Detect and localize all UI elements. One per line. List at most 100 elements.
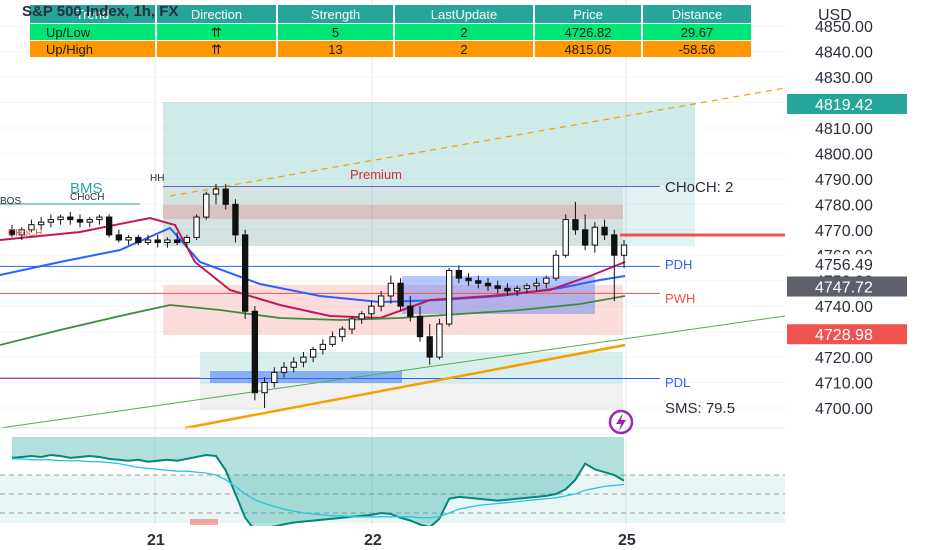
price-tag[interactable]: 4819.42 (787, 93, 907, 114)
candle (280, 362, 288, 378)
candle-body (47, 219, 55, 223)
candle-body (193, 216, 200, 238)
price-tag[interactable]: 4756.49 (787, 254, 907, 275)
premium-zone-lower (163, 186, 695, 246)
equilibrium-box (163, 186, 623, 246)
table-cell-last_update: 2 (460, 25, 467, 40)
choch-red-label: CHoCH (8, 228, 42, 239)
candle-body (173, 239, 181, 244)
table-header-cell (395, 5, 533, 23)
candle (271, 367, 278, 388)
candle-body (591, 226, 599, 246)
table-cell-strength: 13 (328, 42, 342, 57)
candle (377, 290, 385, 312)
table-cell-trend: Up/Low (46, 25, 91, 40)
price-tag-bg (787, 254, 907, 275)
orange-trendline (184, 343, 626, 430)
candle-body (241, 234, 249, 312)
green-ema (0, 295, 626, 346)
price-tag-label: 4728.98 (815, 327, 873, 344)
table-header-cell (535, 5, 641, 23)
candle-body (125, 236, 132, 241)
candle (290, 357, 297, 373)
candle (37, 217, 45, 230)
candle (28, 219, 35, 233)
candle-body (329, 336, 336, 345)
pwh-label: PWH (665, 291, 695, 306)
candle (300, 351, 307, 368)
price-tag[interactable]: 4728.98 (787, 324, 907, 345)
candle (581, 214, 589, 251)
osc-fill (12, 437, 624, 531)
candle-body (436, 323, 443, 358)
candle (475, 275, 482, 289)
candle-body (105, 216, 113, 236)
candle (426, 323, 433, 365)
table-header-cell (278, 5, 393, 23)
table-cell (30, 41, 155, 57)
candle (436, 318, 443, 360)
table-header-cell (157, 5, 276, 23)
candle-body (416, 315, 424, 338)
bos-label: BOS (0, 196, 21, 207)
candle (465, 273, 472, 286)
candle (105, 214, 113, 238)
currency-label[interactable]: USD (818, 7, 852, 24)
candle-body (552, 254, 560, 279)
lightning-icon[interactable] (608, 409, 634, 435)
table-header-trend: Trend (76, 7, 109, 22)
candle (183, 234, 191, 248)
candle (484, 278, 492, 291)
time-tick-label: 22 (364, 532, 382, 549)
candle-body (484, 282, 492, 287)
price-tick-label: 4770.00 (815, 223, 873, 240)
candle-body (309, 348, 317, 358)
table-cell (395, 24, 533, 40)
candle-body (18, 229, 25, 236)
table-header-cell (643, 5, 751, 23)
candle (251, 306, 259, 401)
candle (86, 217, 93, 228)
table-cell-price: 4815.05 (565, 42, 612, 57)
candle-body (581, 229, 589, 246)
candle (261, 377, 268, 408)
candle-body (611, 234, 618, 256)
candle-body (222, 188, 229, 205)
candle-body (494, 285, 501, 289)
candle (620, 239, 628, 268)
candle (115, 229, 123, 243)
candle-body (271, 371, 278, 384)
blue-ema (0, 226, 626, 304)
table-cell (157, 41, 276, 57)
candle (193, 214, 200, 240)
candle (494, 280, 501, 294)
candle (348, 316, 356, 335)
candle-body (135, 236, 142, 244)
table-cell (643, 41, 751, 57)
candle-body (144, 239, 152, 244)
table-cell-direction: ⇈ (211, 42, 222, 57)
time-axis[interactable]: 21 22 25 (0, 526, 932, 550)
candle (96, 214, 103, 225)
candle-body (76, 219, 84, 223)
candle (76, 214, 84, 228)
price-axis[interactable]: 4700.004710.004720.004730.004740.004750.… (785, 0, 932, 525)
candle (203, 191, 210, 220)
candle (572, 201, 579, 235)
candle (358, 311, 365, 324)
candle-body (96, 216, 103, 221)
table-cell (535, 41, 641, 57)
candle (232, 199, 239, 243)
osc-red-mark (190, 519, 218, 525)
candle (513, 285, 521, 296)
candle (57, 214, 64, 225)
time-axis-bg (0, 526, 932, 550)
table-cell (643, 24, 751, 40)
discount-gray-zone (200, 384, 623, 410)
price-tag[interactable]: 4747.72 (787, 276, 907, 297)
price-tag-bg (787, 276, 907, 297)
candle (455, 265, 463, 284)
candle-body (251, 310, 259, 394)
candle-body (601, 226, 608, 236)
